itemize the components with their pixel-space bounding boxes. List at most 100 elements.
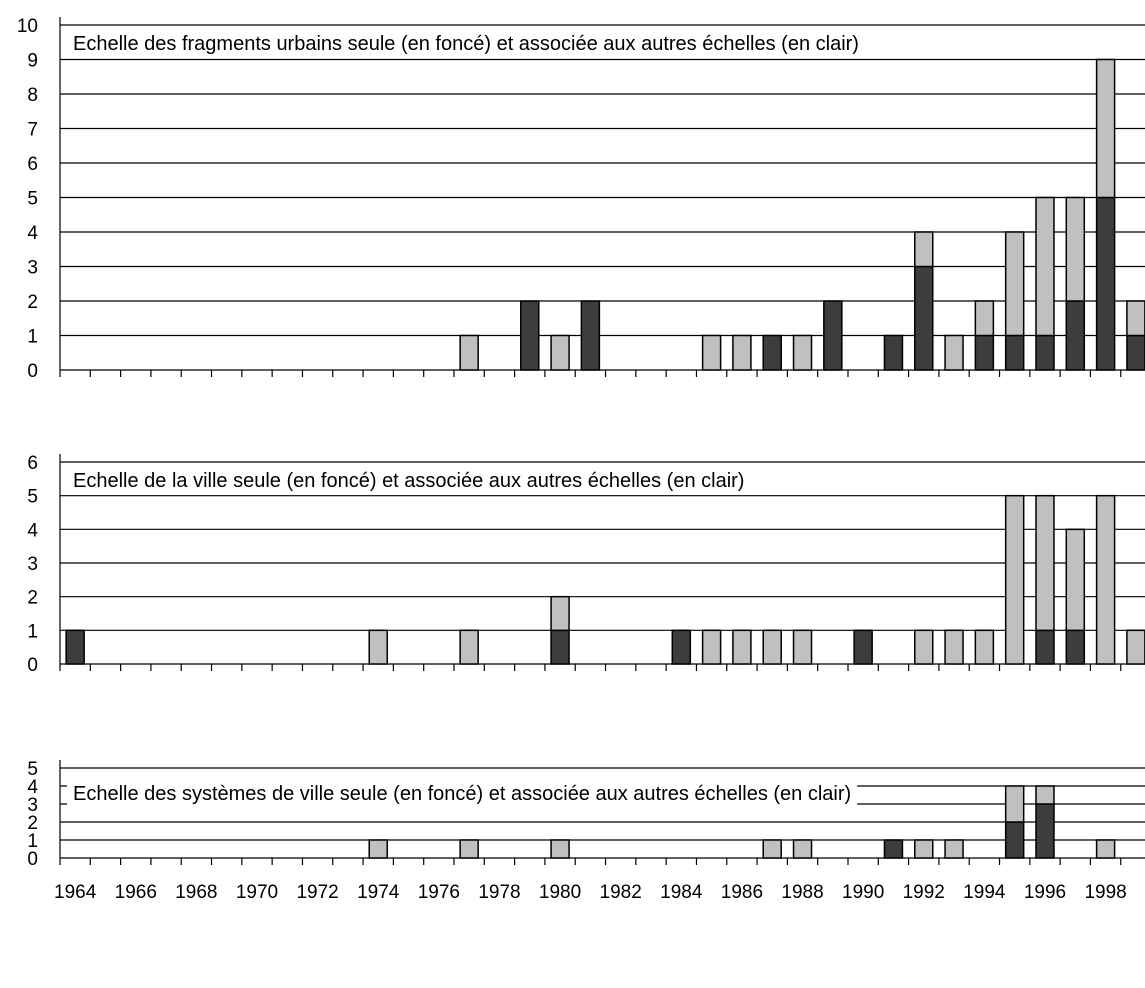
chart-panel-1: 0 1 2 3 4 5 6 7 8 9 10 Echelle des fragments urbain… — [17, 16, 1145, 382]
x-tick-label: 1992 — [903, 882, 945, 903]
bar-light-1995 — [1004, 231, 1025, 337]
bar-light-1998 — [1095, 58, 1116, 199]
bar-dark-1991 — [883, 334, 904, 371]
bar-dark-1994 — [974, 334, 995, 371]
bar-dark-1997 — [1065, 629, 1086, 665]
chart-title-background — [67, 468, 751, 494]
bar-light-1980 — [550, 334, 570, 371]
x-tick-label: 1986 — [721, 882, 763, 903]
bar-light-1977 — [459, 839, 479, 859]
bar-light-1995 — [1004, 785, 1025, 823]
bar-dark-1979 — [520, 300, 540, 371]
chart-title: Echelle des systèmes de ville seule (en … — [73, 783, 851, 805]
y-tick-label: 6 — [27, 154, 38, 175]
y-tick-label: 1 — [27, 327, 38, 348]
x-tick-label: 1994 — [963, 882, 1006, 903]
y-tick-label: 7 — [27, 120, 38, 141]
bar-dark-1980 — [550, 629, 570, 665]
bar-light-1980 — [550, 595, 570, 632]
chart-title-background — [67, 781, 858, 807]
y-tick-label: 4 — [27, 223, 38, 244]
bar-light-1988 — [792, 629, 813, 665]
bar-light-1997 — [1065, 196, 1086, 302]
bar-light-1993 — [944, 334, 964, 371]
bar-dark-1992 — [914, 265, 934, 371]
bar-light-1986 — [732, 629, 752, 665]
x-tick-label: 1996 — [1024, 882, 1066, 903]
y-tick-label: 3 — [27, 258, 38, 279]
x-tick-label: 1998 — [1084, 882, 1126, 903]
bar-light-1988 — [792, 839, 813, 859]
x-tick-label: 1974 — [357, 882, 400, 903]
bar-dark-1984 — [671, 629, 692, 665]
y-tick-label: 5 — [27, 189, 38, 210]
y-tick-label: 1 — [27, 831, 38, 852]
bar-light-1997 — [1065, 528, 1086, 632]
x-axis-labels: 1964 1966 1968 1970 1972 1974 1976 1978 1980 1982… — [54, 882, 1127, 903]
x-tick-label: 1984 — [660, 882, 703, 903]
y-tick-label: 5 — [27, 759, 38, 780]
bar-dark-1999 — [1126, 334, 1145, 371]
x-tick-label: 1970 — [236, 882, 278, 903]
x-tick-label: 1990 — [842, 882, 884, 903]
y-tick-label: 1 — [27, 621, 38, 642]
bar-light-1993 — [944, 839, 964, 859]
bar-light-1994 — [974, 629, 995, 665]
bar-dark-1995 — [1004, 821, 1025, 859]
bar-light-1992 — [914, 839, 934, 859]
chart-title: Echelle des fragments urbains seule (en … — [73, 33, 859, 55]
y-tick-label: 3 — [27, 554, 38, 575]
x-tick-label: 1964 — [54, 882, 97, 903]
bar-light-1986 — [732, 334, 752, 371]
bar-light-1974 — [368, 629, 388, 665]
bar-dark-1996 — [1035, 803, 1055, 859]
bar-light-1987 — [762, 839, 782, 859]
bar-light-1974 — [368, 839, 388, 859]
x-tick-label: 1976 — [418, 882, 460, 903]
y-tick-label: 0 — [27, 849, 38, 870]
bar-dark-1987 — [762, 334, 782, 371]
bar-light-1998 — [1095, 839, 1116, 859]
bar-dark-1981 — [580, 300, 601, 371]
bar-dark-1995 — [1004, 334, 1025, 371]
bar-dark-1996 — [1035, 629, 1055, 665]
y-tick-label: 4 — [27, 777, 38, 798]
bar-dark-1991 — [883, 839, 904, 859]
x-tick-label: 1980 — [539, 882, 581, 903]
y-tick-label: 2 — [27, 588, 38, 609]
bar-light-1977 — [459, 334, 479, 371]
y-tick-label: 6 — [27, 453, 38, 474]
bar-dark-1990 — [853, 629, 873, 665]
y-tick-label: 0 — [27, 655, 38, 676]
bar-light-1985 — [701, 334, 722, 371]
bar-light-1999 — [1126, 629, 1145, 665]
bar-dark-1997 — [1065, 300, 1086, 371]
bar-light-1992 — [914, 231, 934, 268]
y-tick-label: 5 — [27, 487, 38, 508]
x-tick-label: 1972 — [296, 882, 338, 903]
y-tick-label: 4 — [27, 520, 38, 541]
chart-title-background — [67, 31, 865, 57]
bar-light-1980 — [550, 839, 570, 859]
bar-light-1995 — [1004, 494, 1025, 665]
bar-light-1988 — [792, 334, 813, 371]
bar-light-1998 — [1095, 494, 1116, 665]
x-tick-label: 1978 — [478, 882, 520, 903]
chart-title: Echelle de la ville seule (en foncé) et … — [73, 470, 744, 492]
bar-light-1977 — [459, 629, 479, 665]
bar-light-1999 — [1126, 300, 1145, 337]
y-tick-label: 0 — [27, 361, 38, 382]
x-tick-label: 1966 — [115, 882, 157, 903]
bar-light-1996 — [1035, 785, 1055, 805]
bar-light-1992 — [914, 629, 934, 665]
x-tick-label: 1988 — [781, 882, 823, 903]
bar-dark-1964 — [65, 629, 85, 665]
chart-panel-2: 0 1 2 3 4 5 6 Echelle de la ville seule (en fon… — [27, 453, 1145, 676]
bar-light-1996 — [1035, 494, 1055, 632]
bar-light-1985 — [701, 629, 722, 665]
bar-dark-1989 — [823, 300, 843, 371]
bar-dark-1996 — [1035, 334, 1055, 371]
